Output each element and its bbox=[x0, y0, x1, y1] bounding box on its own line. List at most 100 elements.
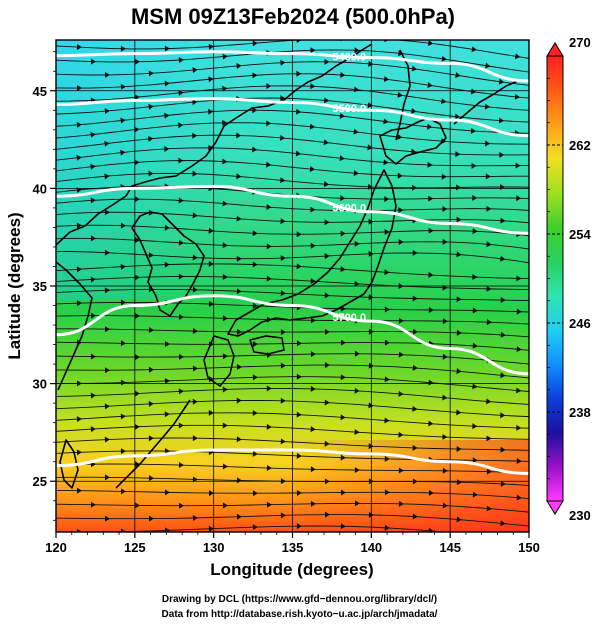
streamline-arrow bbox=[324, 362, 330, 369]
streamline-arrow bbox=[280, 290, 286, 297]
streamline-arrow bbox=[412, 295, 418, 302]
streamline-arrow bbox=[324, 399, 330, 406]
streamline-arrow bbox=[353, 170, 359, 177]
streamline-arrow bbox=[516, 346, 522, 353]
streamline-arrow bbox=[383, 118, 389, 125]
streamline-arrow bbox=[500, 372, 506, 379]
streamline-arrow bbox=[354, 467, 360, 474]
streamline-arrow bbox=[280, 218, 286, 225]
x-tick-label: 130 bbox=[203, 540, 225, 555]
x-axis: 120 125 130 135 140 145 150 bbox=[45, 532, 540, 555]
streamline-arrow bbox=[120, 45, 126, 52]
streamline-arrow bbox=[104, 403, 110, 410]
coastline-korea bbox=[131, 211, 205, 317]
streamline-arrow bbox=[280, 478, 286, 485]
streamline-arrow bbox=[411, 148, 417, 155]
streamline-arrow bbox=[471, 162, 477, 169]
streamline bbox=[56, 424, 529, 440]
streamline-arrow bbox=[354, 350, 360, 357]
streamline-arrow bbox=[252, 490, 258, 497]
streamline-arrow bbox=[178, 157, 184, 164]
coastline-kyushu bbox=[203, 335, 235, 387]
streamline-arrow bbox=[310, 317, 316, 324]
streamline-arrow bbox=[236, 63, 242, 69]
streamline-arrow bbox=[104, 209, 110, 216]
streamline-arrow bbox=[412, 444, 418, 451]
streamline-arrow bbox=[456, 516, 462, 523]
streamline-arrow bbox=[148, 515, 154, 522]
streamline-arrow bbox=[397, 172, 403, 179]
streamline-arrow bbox=[192, 398, 198, 405]
streamline-arrow bbox=[485, 173, 491, 180]
streamline-arrow bbox=[339, 155, 345, 162]
streamline-arrow bbox=[164, 527, 170, 532]
streamline-arrow bbox=[120, 448, 126, 455]
streamline-arrow bbox=[252, 72, 258, 79]
streamline-arrow bbox=[178, 388, 184, 395]
streamline-arrow bbox=[266, 423, 272, 430]
coastline-shikoku bbox=[249, 335, 285, 355]
streamline-arrow bbox=[192, 99, 198, 106]
colorbar-tick-label: 262 bbox=[569, 138, 591, 153]
streamline-arrow bbox=[384, 376, 390, 383]
streamline-arrow bbox=[499, 151, 505, 158]
streamline-arrow bbox=[296, 40, 302, 44]
streamline-arrow bbox=[148, 70, 154, 77]
streamline-arrow bbox=[104, 249, 110, 256]
streamline-arrow bbox=[178, 197, 184, 204]
streamline-arrow bbox=[134, 390, 140, 397]
streamline-arrow bbox=[472, 274, 478, 281]
streamline-arrow bbox=[340, 374, 346, 381]
streamline-arrow bbox=[324, 328, 330, 335]
streamline-arrow bbox=[90, 501, 96, 508]
streamline-arrow bbox=[76, 528, 82, 532]
streamline-arrow bbox=[164, 261, 170, 268]
x-tick-label: 150 bbox=[518, 540, 540, 555]
streamline-arrow bbox=[353, 128, 359, 135]
streamline-arrow bbox=[456, 329, 462, 336]
wind-streamlines bbox=[56, 40, 529, 532]
streamline-arrow bbox=[442, 467, 448, 474]
streamline-arrow bbox=[266, 465, 272, 472]
coastline-kurils bbox=[453, 79, 521, 125]
streamline-arrow bbox=[441, 173, 447, 180]
streamline bbox=[56, 134, 529, 156]
streamline-arrow bbox=[222, 502, 228, 509]
streamline-arrow bbox=[208, 76, 214, 83]
streamline-arrow bbox=[472, 342, 478, 349]
streamline-arrow bbox=[384, 229, 390, 236]
streamline-arrow bbox=[470, 127, 477, 134]
streamline-arrow bbox=[104, 474, 110, 481]
streamline-arrow bbox=[222, 119, 228, 126]
streamline-arrow bbox=[280, 397, 286, 404]
streamline-arrow bbox=[236, 255, 242, 262]
streamline-arrow bbox=[90, 392, 96, 399]
streamline-arrow bbox=[148, 435, 154, 442]
contour-label: 5500.0 bbox=[332, 103, 366, 115]
streamline-arrow bbox=[120, 263, 126, 270]
streamline-arrow bbox=[266, 161, 272, 168]
height-contours: 5400.0 5500.0 5600.0 5700.0 bbox=[56, 50, 529, 475]
streamline-arrow bbox=[208, 260, 214, 267]
streamline-arrow bbox=[472, 194, 478, 201]
streamline-arrow bbox=[252, 146, 258, 153]
streamline-arrow bbox=[310, 351, 316, 358]
streamline-arrow bbox=[134, 159, 140, 166]
streamline-arrow bbox=[178, 89, 184, 96]
height-contour-line bbox=[56, 50, 529, 83]
streamline bbox=[56, 328, 529, 338]
colorbar-top-arrow bbox=[546, 42, 564, 57]
streamline-arrow bbox=[134, 461, 140, 468]
streamline-arrow bbox=[90, 426, 96, 433]
streamline-arrow bbox=[456, 409, 462, 416]
streamline-arrow bbox=[134, 94, 140, 101]
streamline-arrow bbox=[252, 261, 258, 268]
streamline-arrow bbox=[472, 423, 478, 430]
streamline-arrow bbox=[178, 422, 184, 429]
streamline-arrow bbox=[309, 166, 316, 173]
streamline-arrow bbox=[296, 70, 302, 77]
streamline-arrow bbox=[412, 249, 418, 256]
streamline-arrow bbox=[280, 177, 286, 184]
streamline-arrow bbox=[222, 53, 228, 60]
streamline bbox=[56, 211, 529, 224]
